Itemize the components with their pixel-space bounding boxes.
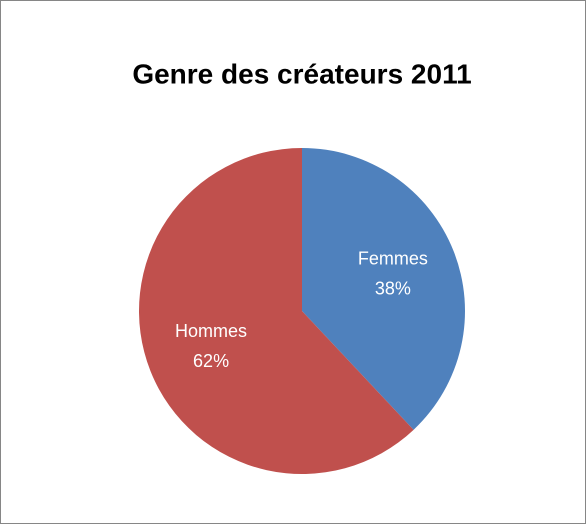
pie-slice [138,148,414,474]
pie-slice [302,148,465,430]
chart-title: Genre des créateurs 2011 [132,58,471,89]
slice-value-label: 62% [193,351,229,371]
slice-category-label: Hommes [175,321,247,341]
slice-category-label: Femmes [358,249,428,269]
slice-value-label: 38% [375,279,411,299]
